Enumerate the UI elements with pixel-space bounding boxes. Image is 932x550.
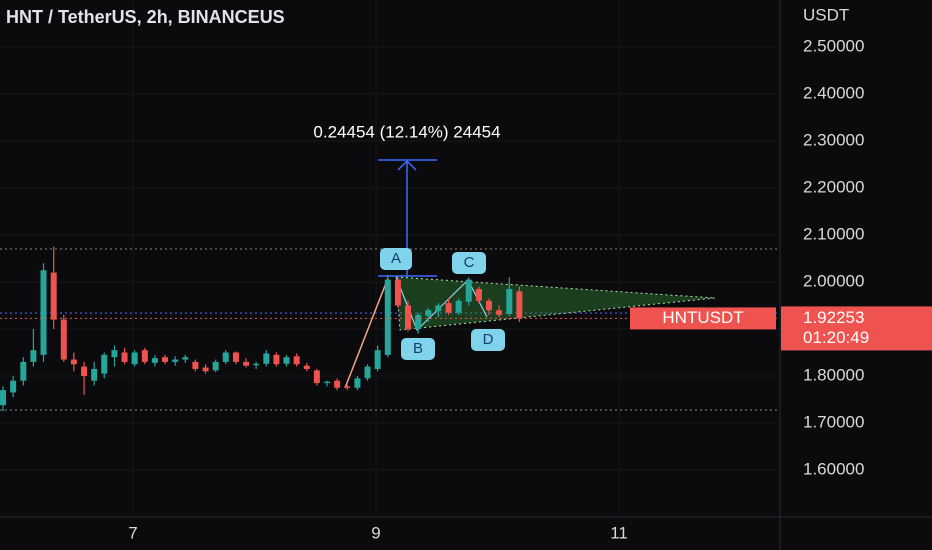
candle-body xyxy=(455,300,462,313)
symbol-label: HNTUSDT xyxy=(662,308,743,327)
price-label: 1.92253 xyxy=(803,308,864,327)
candle-body xyxy=(496,310,503,315)
candle-body xyxy=(273,354,280,365)
y-tick-label: 2.40000 xyxy=(803,83,864,102)
candle-body xyxy=(91,368,98,381)
candle-body xyxy=(263,353,270,364)
candle-body xyxy=(283,357,290,364)
point-box xyxy=(380,248,412,270)
x-tick-label: 9 xyxy=(371,523,380,542)
candle-body xyxy=(20,361,27,381)
candle-body xyxy=(202,367,209,372)
candle-body xyxy=(151,358,158,363)
trend-line xyxy=(344,277,389,389)
candle-body xyxy=(243,361,250,366)
point-label: B xyxy=(413,340,423,357)
candle-body xyxy=(293,356,300,365)
candle-body xyxy=(50,272,57,320)
candle-body xyxy=(384,279,391,355)
candle-body xyxy=(0,390,7,406)
y-tick-label: 2.30000 xyxy=(803,130,864,149)
candle-body xyxy=(516,291,523,319)
candle-body xyxy=(394,279,401,306)
x-tick-label: 11 xyxy=(610,523,628,542)
candle-body xyxy=(435,305,442,312)
y-tick-label: 2.00000 xyxy=(803,271,864,290)
x-tick-label: 7 xyxy=(128,523,137,542)
candle-body xyxy=(161,357,168,362)
y-tick-label: 2.50000 xyxy=(803,36,864,55)
candle-body xyxy=(222,352,229,362)
y-tick-label: 1.70000 xyxy=(803,412,864,431)
candle-body xyxy=(70,359,77,365)
y-tick-label: 1.80000 xyxy=(803,365,864,384)
candle-body xyxy=(121,352,128,362)
point-label: A xyxy=(391,250,401,267)
candle-body xyxy=(334,380,341,388)
measure-label: 0.24454 (12.14%) 24454 xyxy=(313,122,500,141)
candle-body xyxy=(465,279,472,302)
candle-body xyxy=(192,361,199,369)
candle-body xyxy=(141,350,148,362)
countdown-label: 01:20:49 xyxy=(803,328,869,347)
price-box xyxy=(781,306,932,351)
candle-body xyxy=(212,361,219,371)
candle-body xyxy=(30,350,37,362)
candle-body xyxy=(313,370,320,384)
candle-body xyxy=(111,350,118,358)
candle-body xyxy=(404,305,411,329)
candle-body xyxy=(40,270,47,355)
y-tick-label: 2.20000 xyxy=(803,177,864,196)
y-axis-label: USDT xyxy=(803,5,849,24)
candle-body xyxy=(253,363,260,366)
candle-body xyxy=(486,300,493,311)
candle-body xyxy=(506,289,513,314)
candle-body xyxy=(81,366,88,376)
triangle-pattern xyxy=(395,276,716,331)
drawings: 0.24454 (12.14%) 24454 A B C D xyxy=(313,122,716,389)
measure-arrowhead xyxy=(397,159,417,171)
y-tick-label: 1.60000 xyxy=(803,459,864,478)
candle-body xyxy=(475,289,482,301)
candle-body xyxy=(324,381,331,384)
candle-body xyxy=(60,319,67,360)
candles xyxy=(0,246,523,412)
candle-body xyxy=(354,378,361,388)
candle-body xyxy=(445,303,452,313)
point-box xyxy=(401,338,435,360)
candle-body xyxy=(10,380,17,393)
point-label: D xyxy=(483,331,494,348)
point-box xyxy=(452,252,486,274)
candle-body xyxy=(101,354,108,374)
symbol-box xyxy=(630,307,776,330)
point-label: C xyxy=(464,254,475,271)
candle-body xyxy=(232,352,239,362)
y-tick-label: 2.10000 xyxy=(803,224,864,243)
candle-body xyxy=(425,310,432,316)
candle-body xyxy=(364,366,371,379)
axes: 1.600001.700001.800001.900002.000002.100… xyxy=(0,36,932,542)
candle-body xyxy=(344,386,351,388)
candle-body xyxy=(303,365,310,369)
candle-body xyxy=(374,350,381,369)
candle-body xyxy=(131,352,138,365)
candle-body xyxy=(172,359,179,362)
chart-title: HNT / TetherUS, 2h, BINANCEUS xyxy=(6,7,285,27)
candle-body xyxy=(182,357,189,360)
point-box xyxy=(471,329,505,351)
candle-body xyxy=(415,314,422,329)
